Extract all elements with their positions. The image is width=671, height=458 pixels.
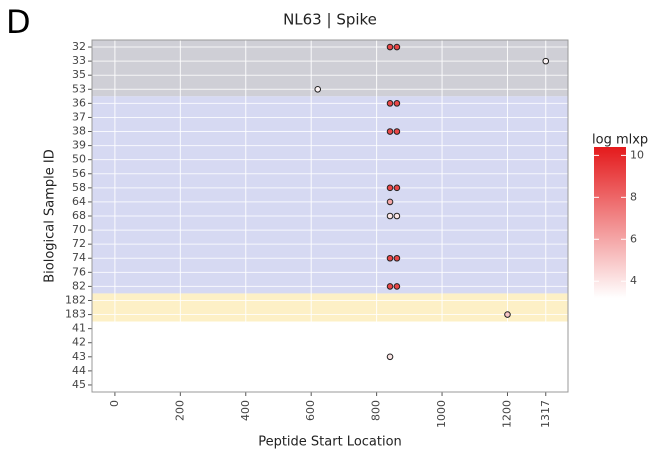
point: [386, 212, 394, 220]
y-tick-label: 33: [72, 54, 86, 67]
point: [393, 128, 401, 135]
colorbar-tick-label: 4: [630, 274, 637, 287]
y-tick-label: 39: [72, 139, 86, 152]
y-tick-label: 32: [72, 40, 86, 53]
point: [386, 283, 394, 290]
x-tick-label: 0: [108, 400, 121, 407]
y-tick-label: 182: [65, 293, 86, 306]
row-group-band: [92, 96, 568, 294]
point: [542, 57, 550, 65]
y-tick-label: 56: [72, 167, 86, 180]
y-tick-label: 68: [72, 209, 86, 222]
y-tick-label: 58: [72, 181, 86, 194]
x-tick-label: 200: [173, 400, 186, 421]
y-tick-label: 37: [72, 110, 86, 123]
point: [386, 128, 394, 135]
y-tick-label: 183: [65, 308, 86, 321]
y-tick-label: 41: [72, 322, 86, 335]
colorbar-tick-label: 10: [630, 148, 644, 161]
point: [504, 311, 511, 318]
y-tick-label: 36: [72, 96, 86, 109]
colorbar-title: log mlxp: [592, 133, 648, 148]
panel-label: D: [6, 3, 31, 41]
x-tick-label: 400: [239, 400, 252, 421]
point: [386, 254, 394, 262]
y-tick-label: 35: [72, 68, 86, 81]
colorbar: [594, 147, 626, 298]
point: [386, 184, 394, 192]
colorbar-tick-label: 8: [630, 190, 637, 203]
point: [386, 100, 394, 107]
x-tick-label: 1200: [500, 400, 513, 428]
y-tick-label: 82: [72, 279, 86, 292]
x-tick-label: 600: [304, 400, 317, 421]
row-group-band: [92, 293, 568, 322]
point: [386, 198, 394, 206]
y-tick-label: 38: [72, 125, 86, 138]
chart-title: NL63 | Spike: [283, 11, 377, 29]
colorbar-tick-label: 6: [630, 232, 637, 245]
y-tick-label: 70: [72, 223, 86, 236]
point: [393, 184, 401, 192]
y-tick-label: 72: [72, 237, 86, 250]
y-tick-label: 64: [72, 195, 86, 208]
y-tick-label: 53: [72, 82, 86, 95]
plot-border: [91, 39, 569, 393]
point: [393, 100, 401, 107]
row-group-band: [92, 40, 568, 97]
y-tick-label: 44: [72, 364, 86, 377]
y-tick-label: 76: [72, 265, 86, 278]
x-axis-label: Peptide Start Location: [258, 435, 402, 450]
x-tick-label: 1317: [539, 400, 552, 428]
point: [393, 212, 401, 220]
y-tick-label: 45: [72, 378, 86, 391]
x-tick-label: 1000: [435, 400, 448, 428]
point: [393, 254, 401, 262]
point: [393, 43, 401, 51]
point: [386, 43, 394, 51]
point: [314, 85, 322, 93]
point: [386, 353, 394, 361]
y-axis-label: Biological Sample ID: [43, 149, 58, 283]
x-tick-label: 800: [370, 400, 383, 421]
y-tick-label: 42: [72, 336, 86, 349]
y-tick-label: 74: [72, 251, 86, 264]
point: [393, 283, 401, 290]
y-tick-label: 43: [72, 350, 86, 363]
y-tick-label: 50: [72, 153, 86, 166]
